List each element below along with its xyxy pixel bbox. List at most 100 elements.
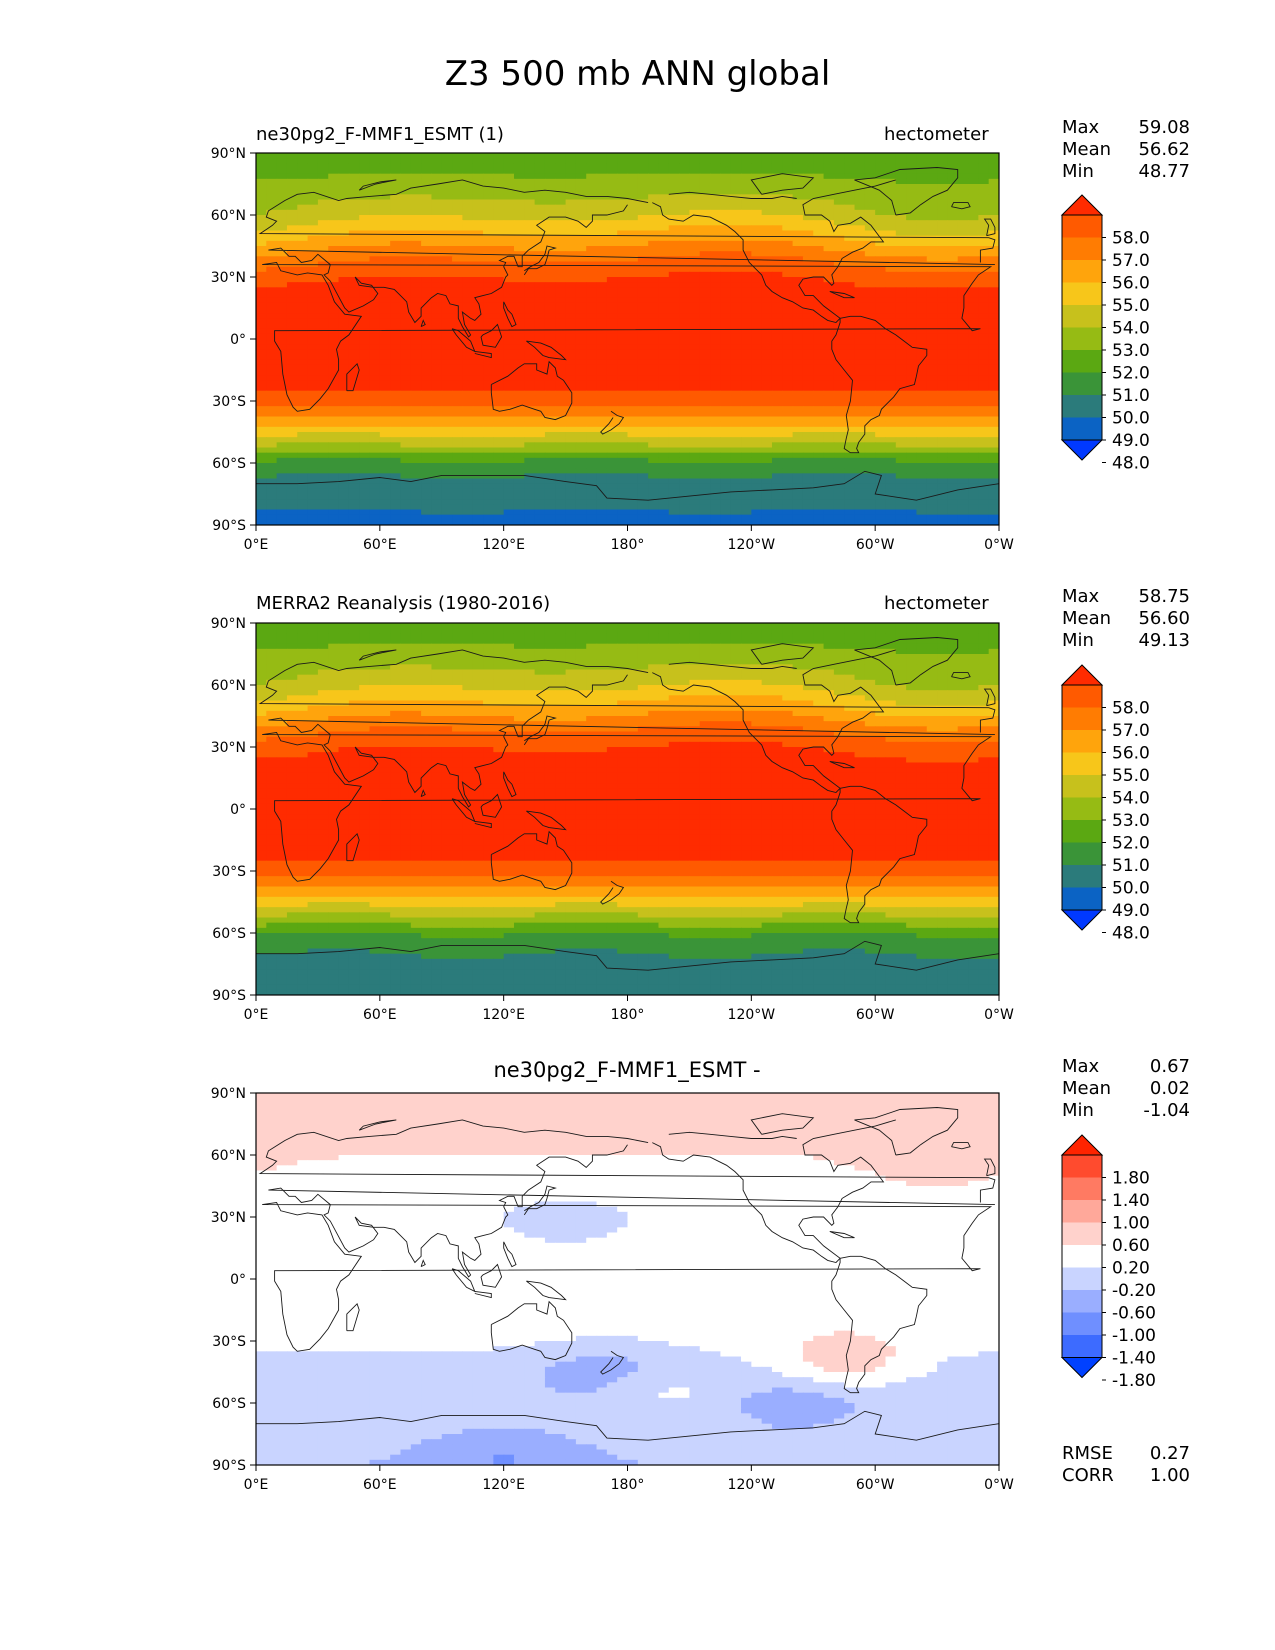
field-cell [710,359,721,366]
field-cell [916,158,928,164]
field-cell [617,370,629,376]
field-cell [792,184,804,190]
field-cell [400,406,412,412]
field-cell [937,401,948,407]
field-cell [823,225,835,232]
field-cell [390,473,402,480]
field-cell [957,313,969,319]
field-cell [472,499,484,505]
field-cell [503,297,515,304]
field-cell [658,395,670,402]
field-cell [937,380,948,387]
field-cell [844,333,856,340]
field-cell [266,168,278,175]
field-cell [792,437,804,443]
field-cell [359,209,371,216]
field-cell [348,277,360,283]
field-cell [648,277,660,283]
field-cell [875,282,887,288]
field-cell [452,163,463,170]
field-cell [720,478,732,485]
field-cell [854,158,866,164]
field-cell [864,302,876,309]
field-cell [369,277,381,283]
field-cell [885,344,897,350]
field-cell [472,390,484,397]
field-cell [792,266,804,273]
field-cell [926,240,938,247]
field-cell [617,266,629,273]
field-cell [658,463,670,469]
field-cell [637,499,649,505]
field-cell [802,266,814,273]
field-cell [906,364,918,371]
field-cell [513,375,525,381]
field-cell [256,163,267,170]
field-cell [895,380,907,387]
field-cell [926,344,938,350]
field-cell [968,463,979,469]
field-cell [813,189,825,195]
field-cell [926,483,938,490]
field-cell [679,184,691,190]
field-cell [575,416,587,423]
field-cell [493,313,505,319]
field-cell [256,302,267,309]
field-cell [947,333,959,340]
field-cell [276,395,288,402]
field-cell [844,457,856,464]
field-cell [586,354,598,361]
field-cell [359,308,371,314]
field-cell [906,313,918,319]
field-cell [297,437,309,443]
field-cell [493,333,505,340]
field-cell [286,416,298,423]
field-cell [544,442,556,449]
field-cell [617,323,629,330]
field-cell [730,457,742,464]
field-cell [741,452,752,459]
field-cell [699,437,711,443]
field-cell [802,178,814,185]
field-cell [276,251,288,257]
field-cell [534,499,546,505]
field-cell [782,406,794,412]
field-cell [875,380,887,387]
field-cell [792,189,804,195]
field-cell [286,333,298,340]
field-cell [648,153,660,159]
field-cell [720,401,732,407]
field-cell [575,499,587,505]
field-cell [679,359,691,366]
field-cell [379,209,391,216]
field-cell [338,313,350,319]
field-cell [421,457,433,464]
field-cell [565,282,577,288]
field-cell [524,292,536,299]
field-cell [596,468,608,474]
field-cell [586,204,598,211]
field-cell [297,375,309,381]
field-cell [771,442,783,449]
field-cell [854,230,866,237]
field-cell [741,375,752,381]
field-cell [483,333,494,340]
field-cell [978,194,990,201]
field-cell [968,209,979,216]
field-cell [338,173,350,180]
field-cell [978,240,990,247]
field-cell [338,364,350,371]
field-cell [493,220,505,226]
field-cell [658,199,670,206]
field-cell [937,168,948,175]
field-cell [699,178,711,185]
field-cell [854,473,866,480]
field-cell [606,313,618,319]
field-cell [895,173,907,180]
field-cell [761,339,773,345]
field-cell [575,225,587,232]
field-cell [802,504,814,511]
field-cell [854,354,866,361]
field-cell [668,478,680,485]
field-cell [823,504,835,511]
